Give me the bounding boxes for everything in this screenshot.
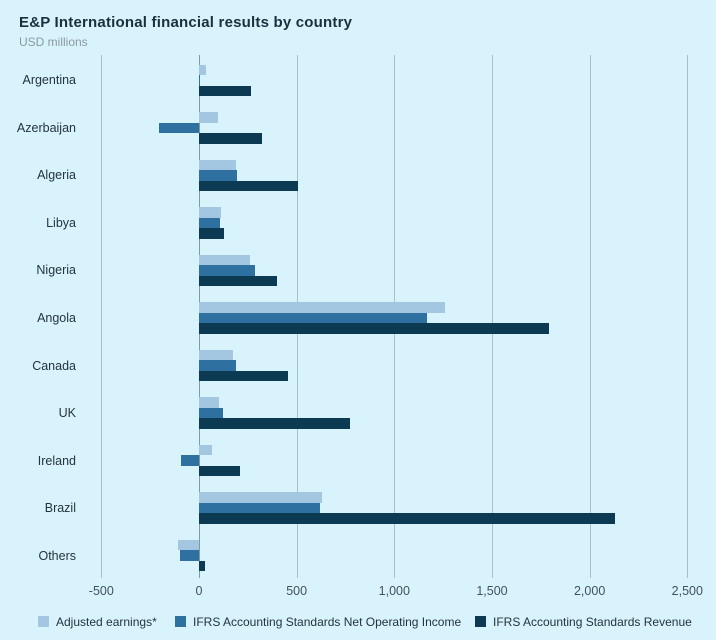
category-label-argentina: Argentina xyxy=(22,73,76,88)
bar-ifrs-accounting-standards-revenue-ireland xyxy=(198,465,240,477)
bar-adjusted-earnings-uk xyxy=(198,397,220,408)
bar-adjusted-earnings-azerbaijan xyxy=(198,112,218,123)
bar-adjusted-earnings-nigeria xyxy=(198,254,250,266)
legend-swatch-icon xyxy=(38,616,49,627)
legend-item-ifrs-accounting-standards-net-operating-income: IFRS Accounting Standards Net Operating … xyxy=(175,615,461,629)
bar-adjusted-earnings-brazil xyxy=(198,492,322,503)
bar-ifrs-accounting-standards-net-operating-income-argentina xyxy=(198,75,200,86)
category-label-algeria: Algeria xyxy=(37,168,76,183)
bar-adjusted-earnings-angola xyxy=(198,302,446,313)
bar-adjusted-earnings-argentina xyxy=(198,64,206,76)
bar-ifrs-accounting-standards-net-operating-income-canada xyxy=(198,360,237,371)
gridline xyxy=(589,55,591,578)
bar-ifrs-accounting-standards-net-operating-income-brazil xyxy=(198,502,321,514)
category-label-ireland: Ireland xyxy=(37,453,76,468)
bar-adjusted-earnings-canada xyxy=(198,349,234,361)
plot-area xyxy=(72,55,700,578)
bar-ifrs-accounting-standards-revenue-algeria xyxy=(198,180,298,192)
bar-ifrs-accounting-standards-net-operating-income-azerbaijan xyxy=(158,122,199,134)
x-tick-label: -500 xyxy=(88,584,114,598)
x-tick-label: 1,000 xyxy=(378,584,410,598)
x-tick-label: 2,000 xyxy=(573,584,606,598)
legend-swatch-icon xyxy=(475,616,486,627)
legend-label: IFRS Accounting Standards Net Operating … xyxy=(193,615,462,629)
bar-ifrs-accounting-standards-net-operating-income-ireland xyxy=(181,455,199,466)
category-label-azerbaijan: Azerbaijan xyxy=(16,120,76,135)
bar-ifrs-accounting-standards-net-operating-income-nigeria xyxy=(198,265,255,276)
x-tick-label: 500 xyxy=(286,584,308,598)
chart-title: E&P International financial results by c… xyxy=(19,14,353,31)
bar-ifrs-accounting-standards-revenue-angola xyxy=(198,323,549,334)
gridline xyxy=(101,55,103,578)
bar-ifrs-accounting-standards-revenue-others xyxy=(198,560,205,572)
chart-subtitle: USD millions xyxy=(19,35,88,49)
bar-ifrs-accounting-standards-net-operating-income-algeria xyxy=(198,170,238,181)
category-label-angola: Angola xyxy=(37,311,76,325)
bar-ifrs-accounting-standards-net-operating-income-libya xyxy=(198,217,221,229)
category-label-others: Others xyxy=(38,548,76,563)
bar-adjusted-earnings-others xyxy=(178,539,199,551)
bar-ifrs-accounting-standards-revenue-argentina xyxy=(198,85,251,97)
bar-adjusted-earnings-libya xyxy=(198,207,222,218)
category-label-libya: Libya xyxy=(46,215,76,230)
category-label-uk: UK xyxy=(58,406,76,421)
bar-ifrs-accounting-standards-revenue-azerbaijan xyxy=(198,133,263,144)
bar-ifrs-accounting-standards-net-operating-income-uk xyxy=(198,407,224,419)
bar-adjusted-earnings-ireland xyxy=(198,444,212,456)
gridline xyxy=(491,55,493,578)
legend-item-adjusted-earnings: Adjusted earnings* xyxy=(38,615,157,629)
legend-label: Adjusted earnings* xyxy=(56,615,157,629)
category-label-canada: Canada xyxy=(32,358,76,373)
bar-ifrs-accounting-standards-revenue-libya xyxy=(198,228,225,239)
x-tick-label: 2,500 xyxy=(671,584,703,598)
bar-ifrs-accounting-standards-revenue-uk xyxy=(198,418,351,429)
bar-adjusted-earnings-algeria xyxy=(198,159,237,171)
legend-label: IFRS Accounting Standards Revenue xyxy=(493,615,692,629)
category-label-brazil: Brazil xyxy=(44,501,76,516)
bar-ifrs-accounting-standards-revenue-nigeria xyxy=(198,275,278,287)
legend-item-ifrs-accounting-standards-revenue: IFRS Accounting Standards Revenue xyxy=(475,615,692,629)
bar-ifrs-accounting-standards-revenue-canada xyxy=(198,370,288,382)
bar-ifrs-accounting-standards-net-operating-income-angola xyxy=(198,312,428,324)
x-tick-label: 1,500 xyxy=(476,584,508,598)
bar-ifrs-accounting-standards-revenue-brazil xyxy=(198,513,615,524)
gridline xyxy=(687,55,689,578)
category-label-nigeria: Nigeria xyxy=(36,263,76,278)
bar-ifrs-accounting-standards-net-operating-income-others xyxy=(180,550,199,561)
x-tick-label: 0 xyxy=(195,584,203,598)
legend-swatch-icon xyxy=(175,616,186,627)
